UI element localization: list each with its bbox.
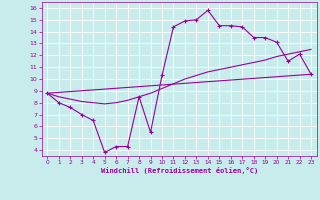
X-axis label: Windchill (Refroidissement éolien,°C): Windchill (Refroidissement éolien,°C) (100, 167, 258, 174)
